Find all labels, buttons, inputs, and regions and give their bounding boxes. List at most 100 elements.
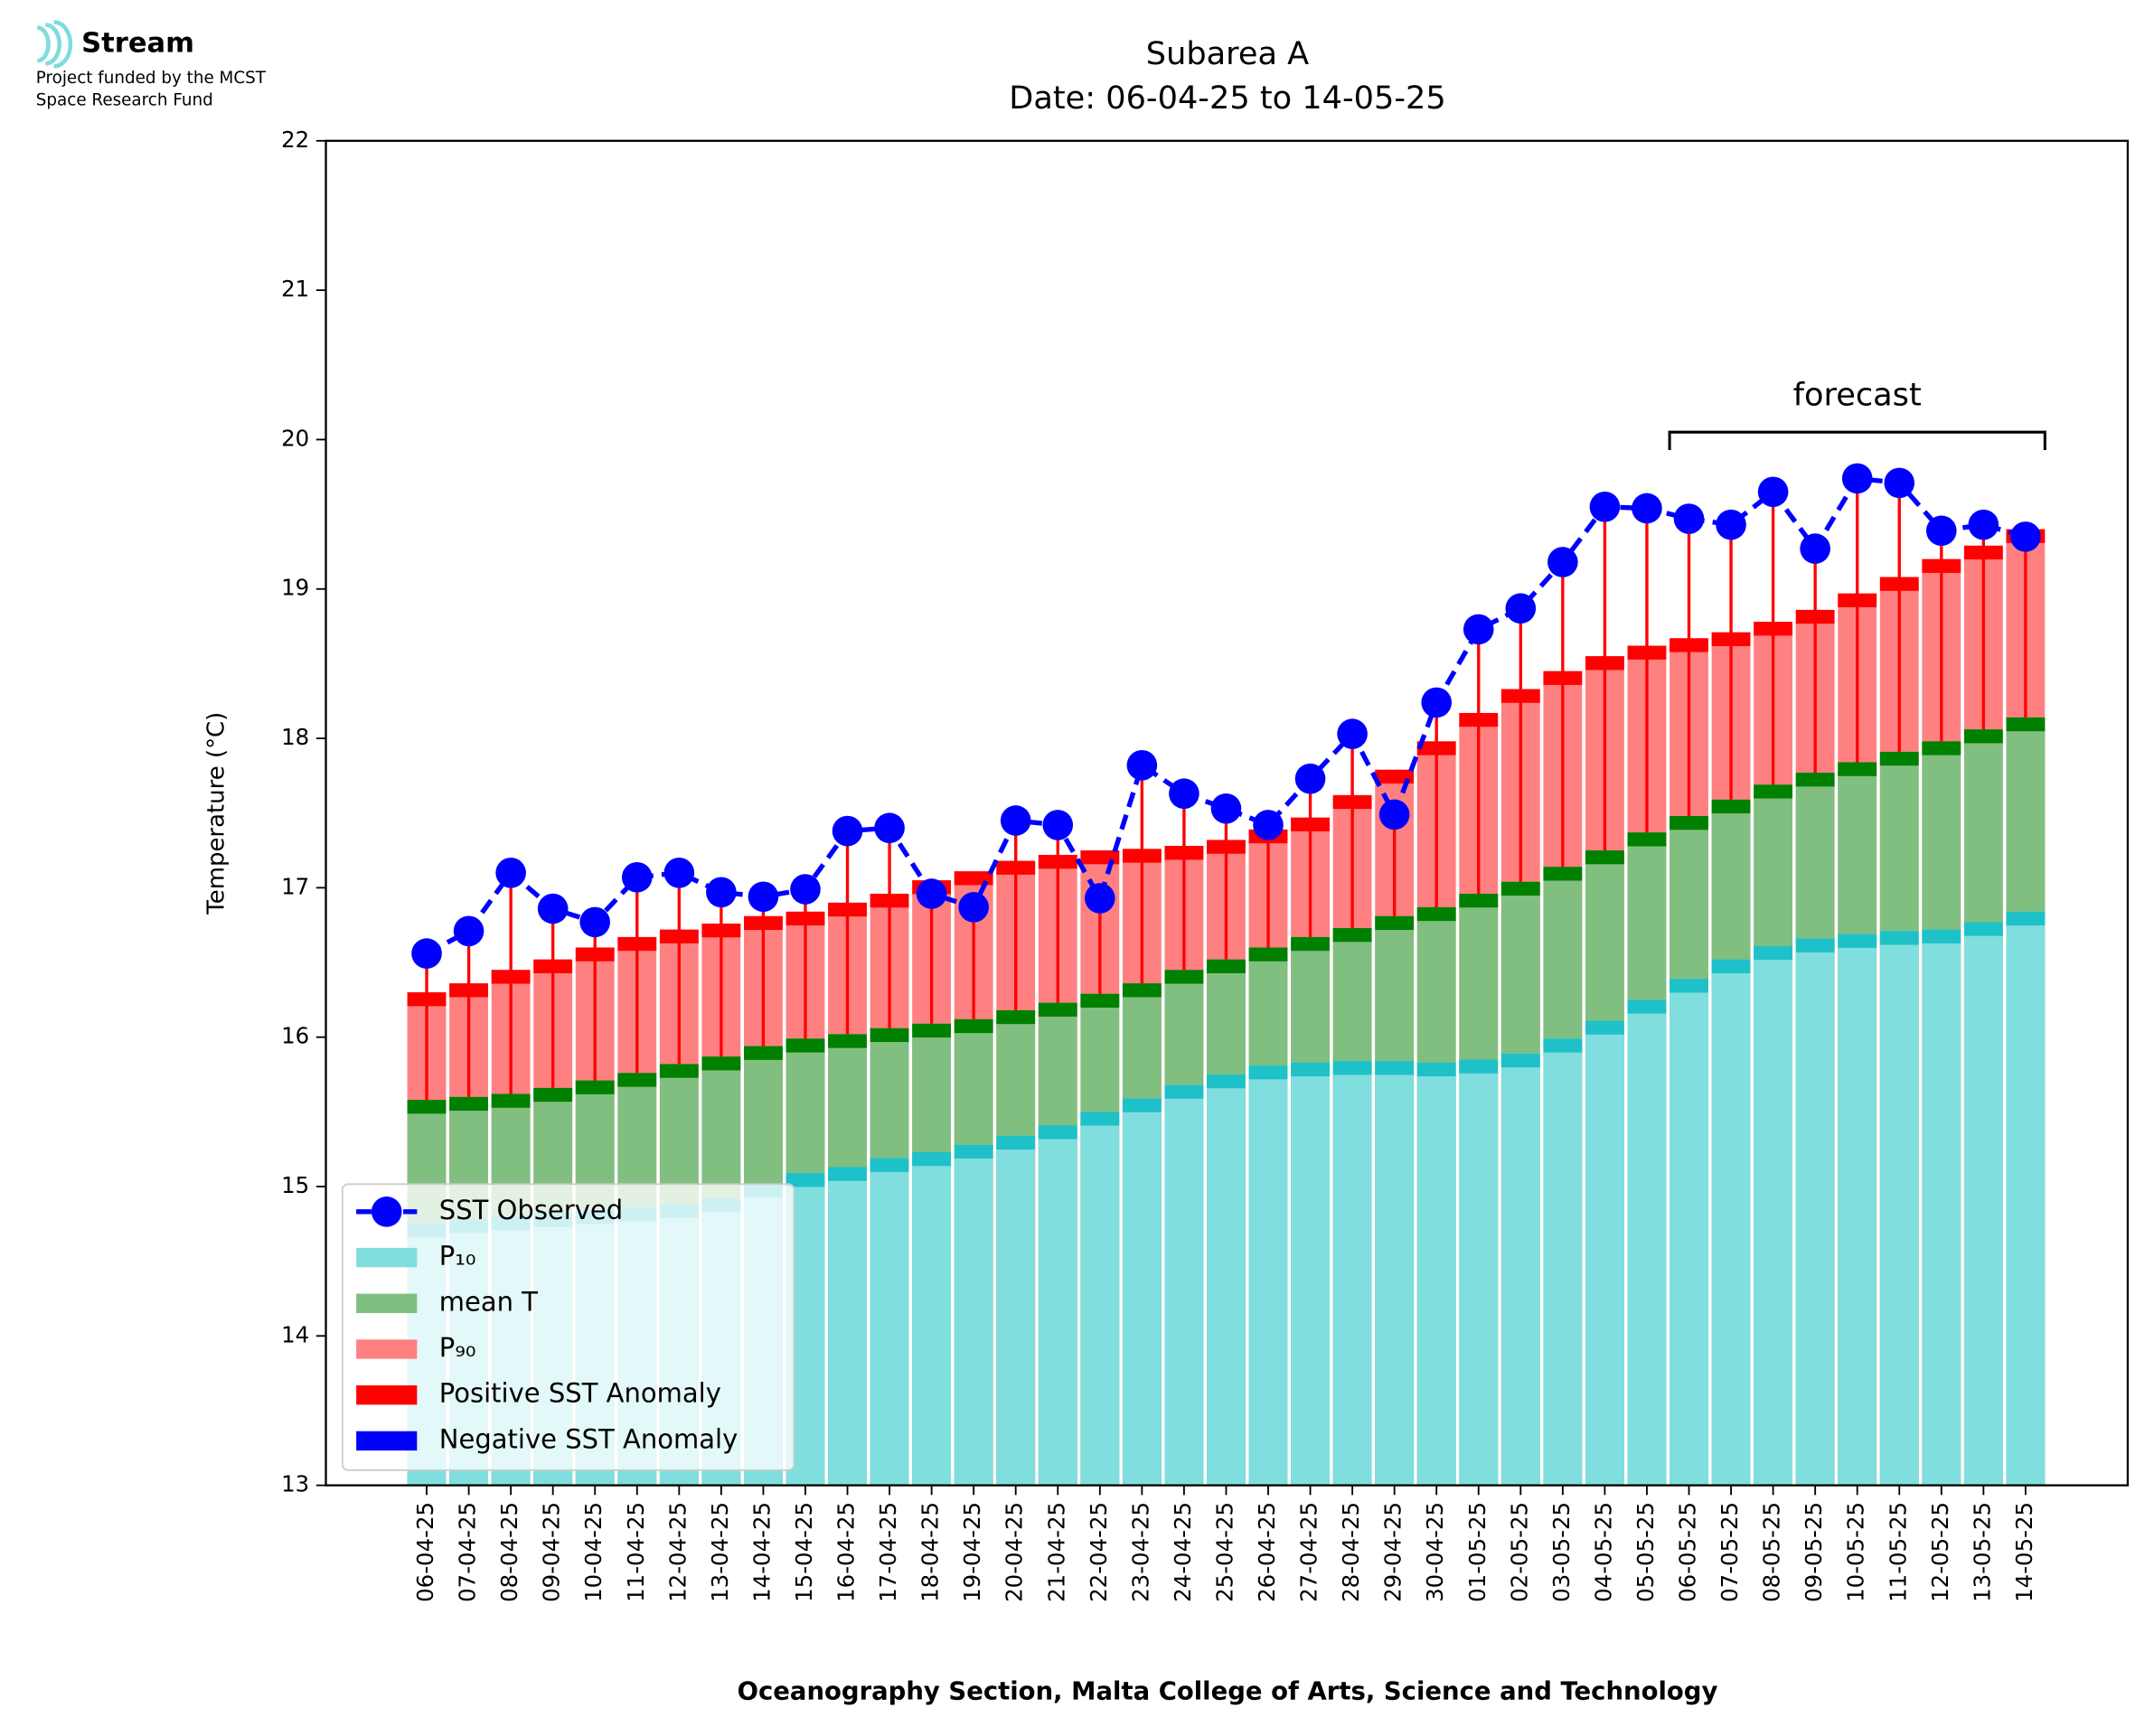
bar <box>1416 1062 1456 1486</box>
bar-edge <box>954 1018 993 1034</box>
bar <box>1670 979 1708 1486</box>
logo-line: Space Research Fund <box>36 91 213 110</box>
bar-edge <box>1122 983 1162 998</box>
marker <box>748 881 779 913</box>
bar-edge <box>828 1034 867 1048</box>
marker <box>1042 810 1074 840</box>
bar-edge <box>1207 959 1246 973</box>
bar <box>912 1151 952 1486</box>
bar-edge <box>1543 867 1583 881</box>
bar-edge <box>1963 922 2003 936</box>
x-tick-label: 13-05-25 <box>1969 1502 1995 1602</box>
x-tick-label: 20-04-25 <box>1002 1502 1028 1602</box>
logo-icon <box>37 25 51 63</box>
x-tick-label: 12-04-25 <box>664 1502 691 1602</box>
logo-icon <box>45 23 62 66</box>
bar <box>1922 929 1961 1486</box>
bar-edge <box>785 1173 825 1187</box>
bar-edge <box>1038 1125 1077 1140</box>
bar <box>1795 938 1835 1486</box>
bar-edge <box>2006 717 2046 732</box>
plot-frame <box>325 139 2130 1487</box>
bar-edge <box>1754 945 1793 961</box>
bar-edge <box>996 1135 1036 1150</box>
bar-edge <box>1795 938 1835 952</box>
y-tick-label: 22 <box>281 127 309 153</box>
bar-edge <box>1291 936 1330 952</box>
bar-edge <box>1459 893 1499 908</box>
bar-edge <box>1585 850 1624 865</box>
marker <box>1210 793 1242 824</box>
bar-edge <box>870 1028 909 1043</box>
x-tick-label: 26-04-25 <box>1254 1502 1280 1602</box>
bar <box>1543 1038 1583 1486</box>
marker <box>2010 521 2041 552</box>
bar <box>828 1167 867 1486</box>
x-tick-label: 08-04-25 <box>496 1502 522 1602</box>
marker <box>1126 750 1158 781</box>
bar <box>1711 959 1751 1486</box>
marker <box>1968 509 1999 540</box>
marker <box>1884 467 1915 499</box>
bar-edge <box>1248 947 1288 962</box>
marker <box>1337 718 1368 749</box>
x-tick-label: 03-05-25 <box>1548 1502 1575 1602</box>
bar <box>1248 1065 1288 1486</box>
marker <box>1421 687 1453 718</box>
bar-edge <box>912 1023 952 1038</box>
marker <box>1294 763 1326 794</box>
x-tick-label: 10-04-25 <box>580 1502 607 1602</box>
marker <box>1673 503 1705 534</box>
bar-edge <box>1963 729 2003 744</box>
bar-edge <box>1459 1059 1499 1074</box>
marker <box>1589 492 1621 522</box>
bar-edge <box>1375 769 1415 784</box>
x-tick-label: 02-05-25 <box>1506 1502 1532 1602</box>
bar-edge <box>996 1009 1036 1025</box>
bar <box>1375 1061 1415 1486</box>
legend-label: P₉₀ <box>439 1332 476 1363</box>
bar-edge <box>1122 1098 1162 1112</box>
bar <box>954 1144 993 1486</box>
bar-edge <box>1838 762 1877 776</box>
marker <box>1632 493 1662 524</box>
x-tick-label: 14-04-25 <box>748 1502 775 1602</box>
x-tick-label: 05-05-25 <box>1632 1502 1659 1602</box>
bar-edge <box>1795 773 1835 787</box>
marker <box>1085 883 1115 914</box>
bar <box>1164 1084 1204 1486</box>
line <box>425 475 2027 956</box>
bar-edge <box>1207 1074 1246 1089</box>
bar <box>1459 1059 1499 1486</box>
bar-edge <box>575 1080 615 1094</box>
legend-label: P₁₀ <box>439 1241 476 1272</box>
legend-label: Negative SST Anomaly <box>439 1423 738 1454</box>
y-tick-label: 16 <box>281 1023 309 1049</box>
x-tick-label: 11-04-25 <box>623 1502 649 1602</box>
bar <box>1038 1125 1077 1486</box>
bar-edge <box>1500 881 1540 896</box>
x-tick-label: 11-05-25 <box>1885 1502 1911 1602</box>
bar-edge <box>1332 1061 1372 1075</box>
marker <box>1800 533 1830 564</box>
legend-label: SST Observed <box>439 1195 623 1225</box>
bar <box>1291 1062 1330 1486</box>
x-tick-label: 29-04-25 <box>1380 1502 1406 1602</box>
bar-edge <box>659 1064 699 1078</box>
x-tick-label: 22-04-25 <box>1086 1502 1112 1602</box>
x-tick-label: 25-04-25 <box>1211 1502 1237 1602</box>
y-tick-label: 13 <box>281 1471 309 1497</box>
bar-edge <box>1585 1020 1624 1035</box>
x-tick-label: 27-04-25 <box>1296 1502 1322 1602</box>
x-tick-label: 07-04-25 <box>455 1502 481 1602</box>
bar-edge <box>954 871 993 886</box>
marker <box>958 892 989 923</box>
x-tick-label: 24-04-25 <box>1170 1502 1196 1602</box>
marker <box>663 858 695 888</box>
logo-name: Stream <box>81 27 194 59</box>
bar-edge <box>1922 741 1961 755</box>
y-tick-label: 14 <box>281 1321 309 1347</box>
x-tick-label: 17-04-25 <box>875 1502 901 1602</box>
bar-edge <box>1754 784 1793 799</box>
x-tick-label: 01-05-25 <box>1464 1502 1491 1602</box>
